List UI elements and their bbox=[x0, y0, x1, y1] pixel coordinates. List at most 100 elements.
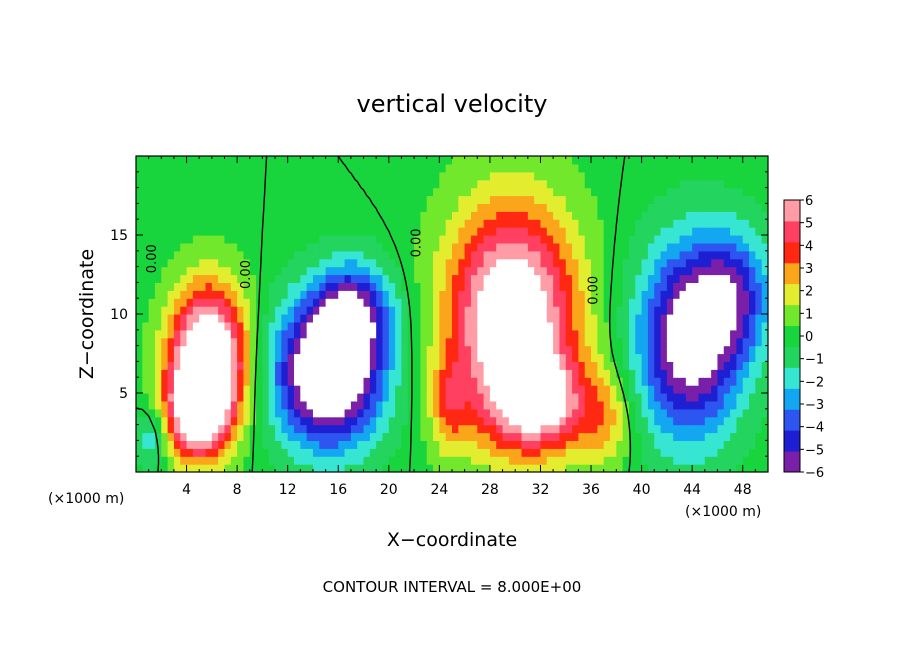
field-cell bbox=[749, 369, 756, 378]
field-cell bbox=[312, 156, 320, 165]
field-cell bbox=[723, 219, 731, 228]
field-cell bbox=[350, 337, 358, 347]
field-cell bbox=[647, 329, 655, 339]
field-cell bbox=[698, 171, 706, 181]
field-cell bbox=[761, 393, 768, 402]
field-cell bbox=[338, 211, 346, 220]
field-cell bbox=[433, 187, 440, 197]
field-cell bbox=[338, 456, 346, 465]
field-cell bbox=[761, 416, 768, 426]
field-cell bbox=[243, 321, 251, 331]
field-cell bbox=[496, 290, 504, 299]
field-cell bbox=[395, 400, 403, 410]
field-cell bbox=[186, 258, 194, 268]
field-cell bbox=[205, 274, 213, 283]
field-cell bbox=[704, 227, 712, 236]
field-cell bbox=[268, 274, 276, 283]
field-cell bbox=[679, 211, 687, 220]
field-cell bbox=[597, 337, 605, 347]
field-cell bbox=[180, 227, 188, 236]
field-cell bbox=[439, 314, 447, 323]
field-cell bbox=[452, 369, 459, 378]
field-cell bbox=[736, 416, 744, 426]
field-cell bbox=[136, 195, 143, 204]
field-cell bbox=[167, 377, 175, 386]
field-cell bbox=[319, 345, 327, 355]
field-cell bbox=[205, 227, 213, 236]
field-cell bbox=[527, 179, 535, 189]
field-cell bbox=[306, 393, 314, 402]
field-cell bbox=[635, 337, 643, 347]
field-cell bbox=[306, 163, 314, 173]
field-cell bbox=[173, 298, 181, 307]
field-cell bbox=[464, 329, 472, 339]
field-cell bbox=[452, 464, 459, 472]
field-cell bbox=[685, 416, 693, 426]
field-cell bbox=[502, 203, 510, 212]
field-cell bbox=[717, 329, 725, 339]
field-cell bbox=[622, 416, 630, 426]
field-cell bbox=[521, 408, 529, 418]
field-cell bbox=[755, 306, 763, 315]
field-cell bbox=[306, 219, 314, 228]
field-cell bbox=[186, 448, 194, 457]
field-cell bbox=[376, 369, 384, 378]
field-cell bbox=[464, 171, 472, 181]
field-cell bbox=[287, 456, 295, 465]
field-cell bbox=[660, 227, 668, 236]
field-cell bbox=[161, 298, 169, 307]
field-cell bbox=[211, 266, 219, 276]
field-cell bbox=[679, 282, 687, 291]
field-cell bbox=[527, 187, 535, 197]
field-cell bbox=[698, 187, 706, 197]
field-cell bbox=[237, 211, 245, 220]
field-cell bbox=[458, 187, 466, 197]
field-cell bbox=[287, 266, 295, 276]
field-cell bbox=[224, 242, 232, 252]
field-cell bbox=[161, 179, 169, 189]
field-cell bbox=[142, 219, 150, 228]
field-cell bbox=[224, 321, 232, 331]
field-cell bbox=[553, 464, 561, 472]
field-cell bbox=[388, 250, 396, 260]
field-cell bbox=[546, 377, 554, 386]
field-cell bbox=[685, 361, 693, 370]
field-cell bbox=[761, 385, 768, 394]
field-cell bbox=[142, 440, 150, 449]
field-cell bbox=[496, 235, 504, 244]
field-cell bbox=[489, 266, 497, 276]
field-cell bbox=[243, 353, 251, 362]
field-cell bbox=[161, 337, 169, 347]
field-cell bbox=[294, 203, 301, 212]
field-cell bbox=[167, 408, 175, 418]
field-cell bbox=[470, 314, 478, 323]
field-cell bbox=[685, 250, 693, 260]
field-cell bbox=[736, 187, 744, 197]
field-cell bbox=[211, 440, 219, 449]
field-cell bbox=[148, 274, 156, 283]
field-cell bbox=[730, 195, 737, 204]
field-cell bbox=[401, 353, 409, 362]
field-cell bbox=[673, 227, 681, 236]
field-cell bbox=[553, 448, 561, 457]
field-cell bbox=[553, 353, 561, 362]
field-cell bbox=[527, 250, 535, 260]
field-cell bbox=[761, 163, 768, 173]
field-cell bbox=[173, 258, 181, 268]
field-cell bbox=[344, 369, 352, 378]
field-cell bbox=[243, 274, 251, 283]
field-cell bbox=[489, 408, 497, 418]
field-cell bbox=[603, 329, 611, 339]
field-cell bbox=[300, 171, 308, 181]
field-cell bbox=[565, 235, 573, 244]
field-cell bbox=[749, 242, 756, 252]
field-cell bbox=[224, 361, 232, 370]
field-cell bbox=[382, 282, 390, 291]
field-cell bbox=[534, 424, 542, 434]
field-cell bbox=[420, 242, 428, 252]
field-cell bbox=[515, 187, 523, 197]
field-cell bbox=[230, 377, 238, 386]
field-cell bbox=[673, 242, 681, 252]
field-cell bbox=[344, 345, 352, 355]
field-cell bbox=[755, 274, 763, 283]
